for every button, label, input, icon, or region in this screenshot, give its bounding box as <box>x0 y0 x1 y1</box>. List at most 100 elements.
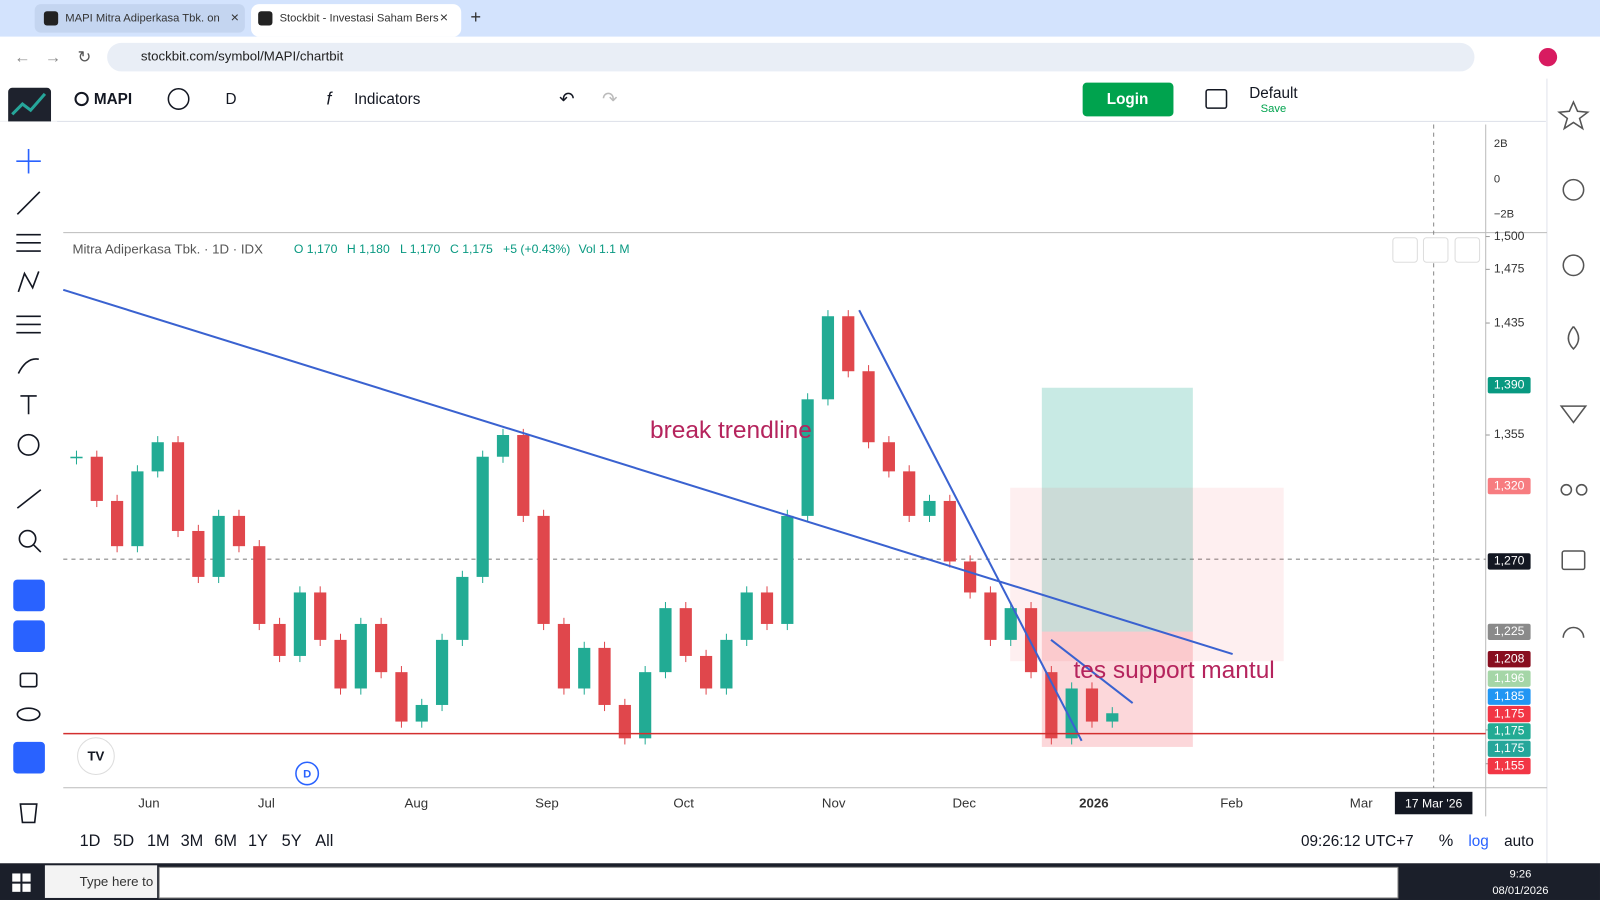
range-button[interactable]: 5D <box>113 832 134 850</box>
undo[interactable]: ↶ <box>559 88 574 109</box>
range-button[interactable]: 1M <box>147 832 170 850</box>
candle <box>334 639 347 689</box>
candle <box>1004 608 1017 640</box>
legend-low: L 1,170 <box>400 242 441 256</box>
drawing-tools[interactable] <box>13 148 45 824</box>
price-badge-label: 1,208 <box>1494 651 1525 665</box>
profile[interactable] <box>1538 47 1558 67</box>
candle <box>1106 713 1119 722</box>
close[interactable]: × <box>231 10 239 26</box>
trendline[interactable] <box>62 288 1233 656</box>
legend-open: O 1,170 <box>294 242 338 256</box>
login-button[interactable] <box>1082 82 1174 117</box>
search-box[interactable] <box>44 865 158 898</box>
y-tick-label: 1,500 <box>1494 229 1525 243</box>
trendline[interactable] <box>1050 638 1134 704</box>
close[interactable]: × <box>440 10 448 26</box>
log-toggle[interactable]: log <box>1468 833 1488 850</box>
volume-axis-label: −2B <box>1494 208 1514 220</box>
start[interactable] <box>22 873 31 882</box>
x-tick-label: Jul <box>258 796 275 811</box>
profit-zone[interactable] <box>1041 387 1193 632</box>
reload[interactable]: ↻ <box>78 48 92 66</box>
price-badge <box>1487 705 1531 723</box>
auto-toggle[interactable]: auto <box>1504 833 1534 850</box>
trendline[interactable] <box>858 309 1083 742</box>
x-tick-label: Aug <box>405 796 429 811</box>
right-sidebar <box>1546 78 1600 864</box>
price-badge-label: 1,175 <box>1494 706 1525 720</box>
price-badge <box>1487 623 1531 641</box>
omnibox[interactable] <box>107 42 1475 72</box>
range-button[interactable]: 3M <box>181 832 204 850</box>
range-button[interactable]: 1D <box>80 832 101 850</box>
candle <box>415 704 428 722</box>
start[interactable] <box>12 883 21 892</box>
tab[interactable] <box>34 4 245 33</box>
candle <box>821 316 835 400</box>
percent-toggle[interactable]: % <box>1439 832 1454 850</box>
indicators[interactable]: Indicators <box>354 91 421 108</box>
start[interactable] <box>22 883 31 892</box>
active-tab[interactable] <box>251 4 462 37</box>
price-badge-label: 1,185 <box>1494 689 1525 703</box>
search-icon <box>74 91 89 107</box>
candle <box>70 456 83 459</box>
candle <box>232 515 246 547</box>
symbol[interactable]: MAPI <box>94 91 132 108</box>
new-tab[interactable]: + <box>470 6 481 27</box>
interval[interactable]: D <box>226 91 237 108</box>
redo[interactable]: ↷ <box>602 88 617 109</box>
tray-date: 08/01/2026 <box>1492 885 1548 897</box>
forward[interactable]: → <box>45 48 61 66</box>
candle <box>435 639 449 705</box>
price-badge-label: 1,225 <box>1494 624 1525 638</box>
candle <box>964 561 977 593</box>
pane-button[interactable] <box>1422 237 1449 263</box>
candle <box>740 592 753 640</box>
save[interactable]: Save <box>1261 103 1287 115</box>
annotation[interactable]: break trendline <box>650 417 812 444</box>
tv-logo[interactable] <box>77 737 115 775</box>
x-tick-label: Mar <box>1350 796 1373 811</box>
pane-button[interactable] <box>1392 237 1418 263</box>
candle <box>90 456 103 501</box>
annotation[interactable]: tes support mantul <box>1073 657 1274 684</box>
dividend-marker[interactable] <box>295 761 320 786</box>
range-button[interactable]: 1Y <box>248 832 268 850</box>
candle <box>842 316 855 372</box>
price-badge-label: 1,320 <box>1494 478 1525 492</box>
candle <box>659 608 672 673</box>
compare[interactable] <box>167 88 190 110</box>
legend-high: H 1,180 <box>347 242 390 256</box>
tv-logo-text: TV <box>87 749 104 764</box>
candle <box>557 623 571 689</box>
start[interactable] <box>12 873 21 882</box>
tab-icon <box>258 11 273 26</box>
price-badge-label: 1,196 <box>1494 671 1525 685</box>
x-tick-label: 2026 <box>1079 796 1108 811</box>
candle <box>679 608 692 656</box>
range-button[interactable]: 6M <box>214 832 237 850</box>
range-button[interactable]: All <box>315 832 333 850</box>
back[interactable]: ← <box>14 48 30 66</box>
price-badge <box>1487 670 1531 687</box>
x-tick-label: Jun <box>138 796 159 811</box>
x-tick-label: Sep <box>535 796 559 811</box>
layout-icon[interactable] <box>1205 89 1228 109</box>
candle <box>984 592 997 640</box>
candle <box>131 471 144 547</box>
pane-button[interactable] <box>1454 237 1481 263</box>
range-button[interactable]: 5Y <box>282 832 302 850</box>
cursor-date-box <box>1394 791 1473 815</box>
candle <box>862 371 875 443</box>
layout-name[interactable]: Default <box>1249 85 1298 102</box>
left-toolbar <box>0 121 58 864</box>
candle <box>923 500 936 516</box>
logo <box>8 87 52 127</box>
sidebar-icons[interactable] <box>1557 100 1590 638</box>
price-badge-label: 1,175 <box>1494 724 1525 738</box>
price-badge-label: 1,390 <box>1494 377 1525 391</box>
